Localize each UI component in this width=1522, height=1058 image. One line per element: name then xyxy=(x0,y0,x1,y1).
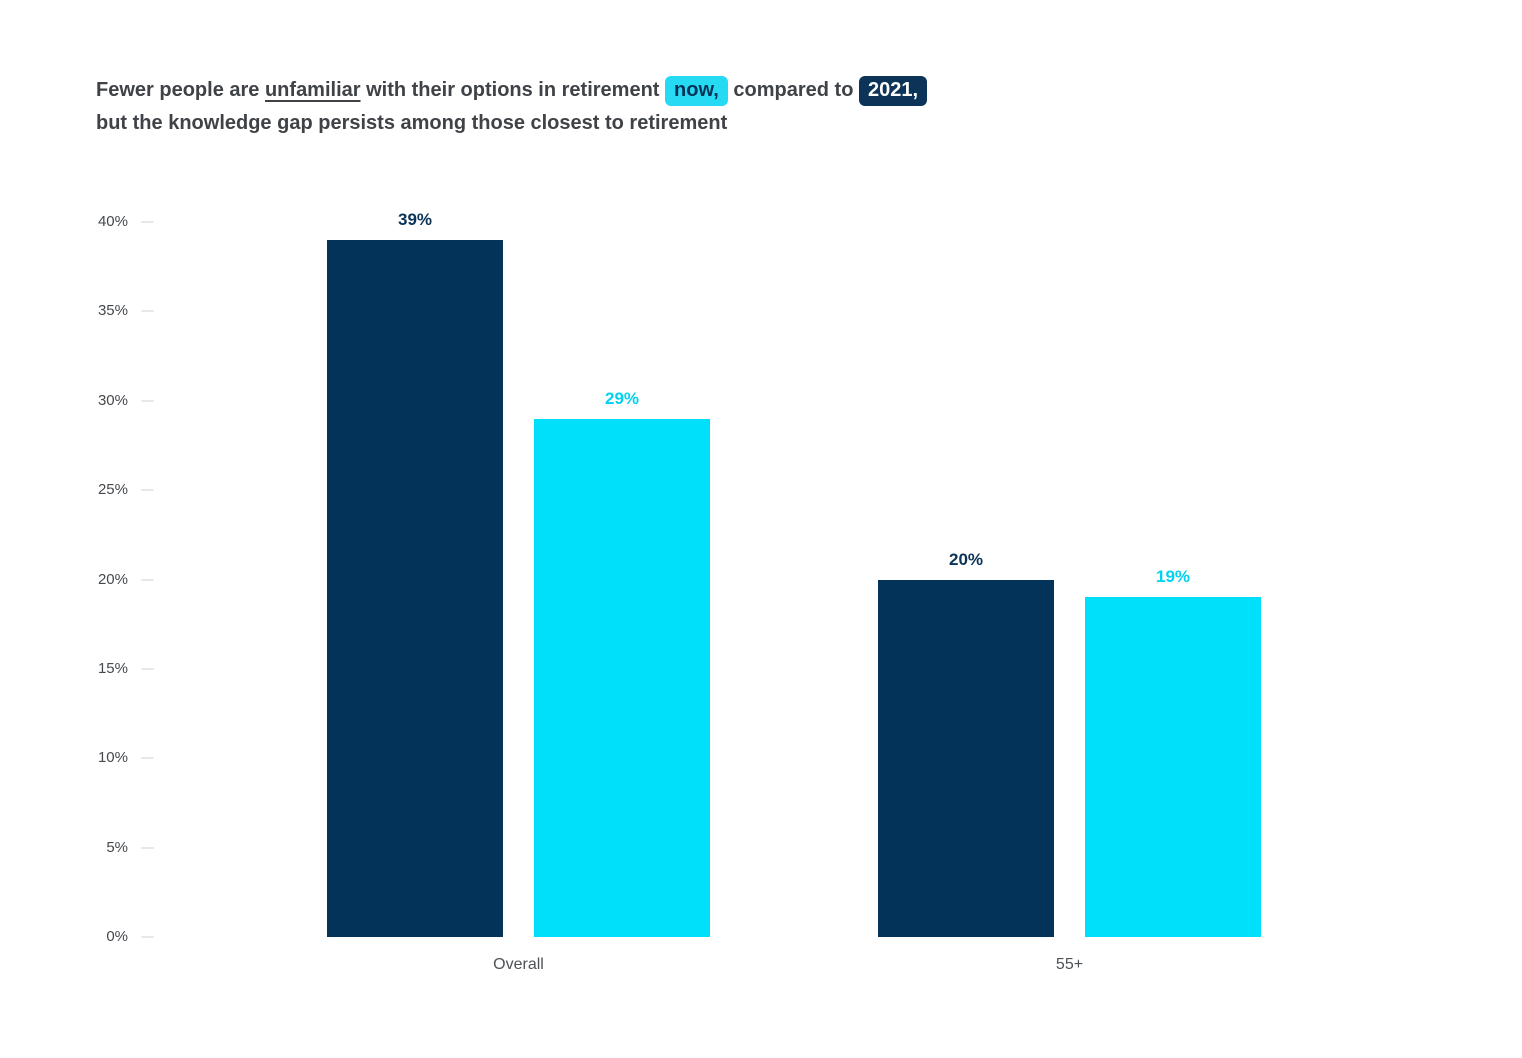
y-tick-label: 15% xyxy=(97,659,128,677)
highlight-2021-badge: 2021, xyxy=(858,76,928,106)
x-category-label: 55+ xyxy=(1055,956,1084,973)
y-tick-label: 40% xyxy=(97,213,128,230)
y-tick-mark xyxy=(141,399,154,402)
y-tick-mark xyxy=(141,310,154,313)
y-tick-mark xyxy=(141,221,154,223)
title-underlined-word: unfamiliar xyxy=(264,79,361,101)
title-line2: but the knowledge gap persists among tho… xyxy=(96,112,728,134)
bar-value-label: 39% xyxy=(397,209,433,229)
y-tick-label: 20% xyxy=(97,570,128,588)
chart-title: Fewer people are unfamiliar with their o… xyxy=(96,74,1056,140)
title-line1: Fewer people are unfamiliar with their o… xyxy=(96,74,1056,107)
title-text-3: compared to xyxy=(727,79,859,101)
bar-value-label: 20% xyxy=(948,549,984,569)
y-tick-label: 10% xyxy=(97,749,128,767)
y-tick-label: 5% xyxy=(106,838,128,856)
title-text-1: Fewer people are xyxy=(96,79,265,101)
title-text-2: with their options in retirement xyxy=(360,79,666,101)
y-tick-label: 35% xyxy=(97,302,128,320)
y-tick-mark xyxy=(141,667,154,670)
y-tick-mark xyxy=(141,936,154,938)
bar-now xyxy=(534,418,710,937)
highlight-now-badge: now, xyxy=(665,76,728,106)
y-tick-mark xyxy=(141,757,154,760)
y-tick-label: 25% xyxy=(97,481,128,499)
bar-value-label: 29% xyxy=(604,388,640,408)
bar-now xyxy=(1085,597,1261,937)
y-tick-mark xyxy=(141,489,154,492)
bar-value-label: 19% xyxy=(1155,567,1191,587)
y-tick-label: 0% xyxy=(106,928,128,945)
bar-2021 xyxy=(878,579,1054,937)
y-tick-mark xyxy=(141,846,154,849)
bar-2021 xyxy=(327,239,503,937)
x-category-label: Overall xyxy=(493,956,544,973)
y-tick-label: 30% xyxy=(97,391,128,409)
y-tick-mark xyxy=(141,578,154,581)
